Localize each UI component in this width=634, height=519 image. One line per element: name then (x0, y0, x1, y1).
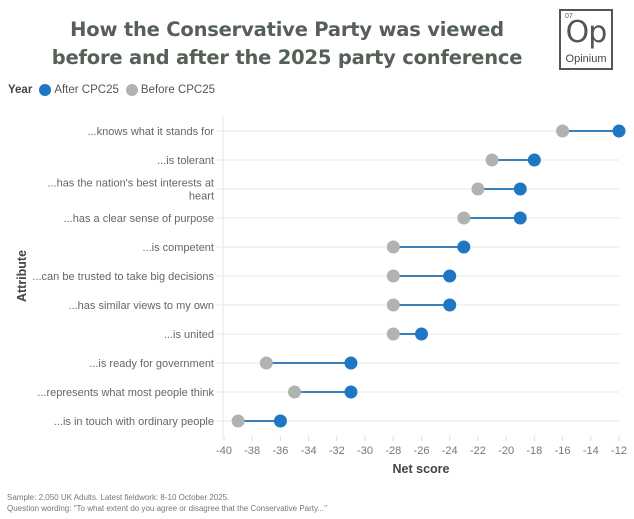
point-before (386, 298, 400, 312)
category-label: ...represents what most people think (37, 387, 214, 399)
category-label-line: ...can be trusted to take big decisions (32, 271, 214, 283)
point-before (231, 414, 245, 428)
chart-title: How the Conservative Party was viewed be… (0, 16, 634, 72)
footer-sample: Sample: 2,050 UK Adults. Latest fieldwor… (7, 493, 230, 502)
category-label-line: ...is competent (142, 242, 214, 254)
category-label-line: ...has the nation's best interests at (47, 178, 214, 190)
x-tick-label: -30 (357, 445, 373, 457)
x-tick-label: -12 (611, 445, 627, 457)
point-after (344, 385, 358, 399)
x-tick-label: -32 (329, 445, 345, 457)
category-label: ...can be trusted to take big decisions (32, 271, 214, 283)
point-before (288, 385, 302, 399)
category-label-line: ...is in touch with ordinary people (54, 416, 214, 428)
x-tick-label: -16 (555, 445, 571, 457)
x-axis-label: Net score (393, 462, 450, 476)
point-after (443, 269, 457, 283)
point-after (415, 327, 428, 341)
category-label: ...has the nation's best interests at hea… (47, 178, 214, 203)
category-label: ...is ready for government (89, 358, 214, 370)
legend-label-after: After CPC25 (54, 84, 119, 96)
footer-question: Question wording: "To what extent do you… (7, 504, 327, 513)
category-label-line: ...is tolerant (157, 155, 214, 167)
point-after (513, 211, 527, 225)
point-before (485, 153, 499, 167)
point-before (471, 182, 485, 196)
category-label-line: ...is ready for government (89, 358, 214, 370)
category-label-line: ...has a clear sense of purpose (64, 213, 214, 225)
x-tick-label: -26 (414, 445, 430, 457)
point-after (344, 356, 358, 370)
chart-title-line-2: before and after the 2025 party conferen… (51, 46, 523, 69)
opinium-logo: 07 Op Opinium (559, 9, 613, 70)
category-label: ...is tolerant (157, 155, 214, 167)
x-tick-label: -28 (385, 445, 401, 457)
point-before (386, 327, 400, 341)
category-label-line: ...represents what most people think (37, 387, 214, 399)
logo-symbol: Op (565, 15, 608, 50)
category-label: ...has a clear sense of purpose (64, 213, 214, 225)
x-tick-label: -34 (301, 445, 317, 457)
point-after (513, 182, 527, 196)
point-after (273, 414, 287, 428)
y-axis-label: Attribute (15, 250, 29, 302)
category-label: ...has similar views to my own (69, 300, 214, 312)
point-after (443, 298, 457, 312)
x-tick-label: -36 (272, 445, 288, 457)
point-before (556, 124, 570, 138)
category-label: ...knows what it stands for (87, 126, 214, 138)
point-before (386, 269, 400, 283)
x-axis-ticks: -40 -38 -36 -34 -32 -30 -28 -26 -24 -22 -20 -18 -16-… (216, 436, 627, 457)
x-tick-label: -20 (498, 445, 514, 457)
category-label-line: ...knows what it stands for (87, 126, 214, 138)
x-tick-label: -18 (526, 445, 542, 457)
logo-number: 07 (565, 13, 573, 20)
x-tick-label: -22 (470, 445, 486, 457)
x-tick-label: -14 (583, 445, 599, 457)
legend: Year After CPC25 Before CPC25 (8, 84, 218, 96)
logo-name: Opinium (565, 53, 607, 65)
point-before (259, 356, 273, 370)
point-after (457, 240, 471, 254)
point-after (527, 153, 541, 167)
legend-dot-after-icon (39, 84, 52, 96)
category-label-line: ...has similar views to my own (69, 300, 214, 312)
footer-notes: Sample: 2,050 UK Adults. Latest fieldwor… (7, 492, 327, 514)
x-tick-label: -38 (244, 445, 260, 457)
point-before (457, 211, 471, 225)
legend-label-before: Before CPC25 (140, 84, 216, 96)
category-label-line: heart (189, 191, 214, 203)
category-label-line: ...is united (164, 329, 214, 341)
category-labels: ...knows what it stands for ...is toleran… (32, 126, 214, 428)
x-tick-label: -40 (216, 445, 232, 457)
category-label: ...is united (164, 329, 214, 341)
category-label: ...is in touch with ordinary people (54, 416, 214, 428)
chart-title-line-1: How the Conservative Party was viewed (70, 18, 504, 41)
point-before (386, 240, 400, 254)
x-tick-label: -24 (442, 445, 458, 457)
point-after (612, 124, 626, 138)
legend-title: Year (8, 84, 33, 96)
data-marks (231, 124, 626, 428)
legend-item-after[interactable]: After CPC25 (39, 84, 119, 96)
category-label: ...is competent (142, 242, 214, 254)
legend-item-before[interactable]: Before CPC25 (125, 84, 216, 96)
legend-dot-before-icon (125, 84, 138, 96)
